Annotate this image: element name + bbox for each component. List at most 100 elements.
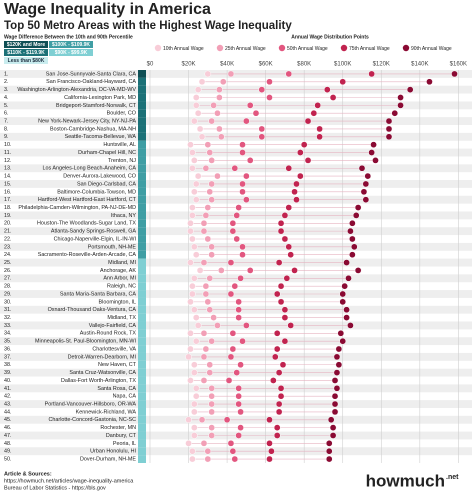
wage-dot bbox=[192, 102, 200, 109]
row-label: Huntsville, AL bbox=[103, 142, 136, 148]
wage-dot bbox=[208, 180, 216, 188]
wage-dot bbox=[368, 70, 375, 78]
wage-dot bbox=[227, 70, 235, 78]
wage-dot bbox=[273, 432, 281, 439]
wage-dot bbox=[190, 424, 198, 431]
wage-dot bbox=[349, 251, 356, 259]
wage-dot bbox=[385, 125, 393, 133]
wage-dot bbox=[204, 455, 212, 463]
wage-dot bbox=[358, 164, 366, 172]
wage-dot bbox=[190, 243, 198, 251]
x-tick-label: $60K bbox=[259, 62, 273, 68]
group-bar bbox=[138, 187, 146, 196]
wage-dot bbox=[208, 243, 216, 251]
wage-dot bbox=[243, 172, 250, 180]
row-label: Washington-Arlington-Alexandria, DC-VA-M… bbox=[17, 87, 136, 93]
wage-dot bbox=[233, 212, 241, 219]
rank: 19. bbox=[4, 213, 12, 219]
wage-dot bbox=[208, 432, 216, 439]
wage-dot bbox=[239, 149, 246, 156]
group-bar bbox=[138, 164, 146, 173]
wage-dot bbox=[339, 298, 347, 306]
row-label: Charlotte-Concord-Gastonia, NC-SC bbox=[49, 417, 137, 423]
wage-dot bbox=[204, 447, 212, 455]
rank: 8. bbox=[4, 126, 9, 132]
wage-dot bbox=[187, 219, 194, 227]
wage-dot bbox=[202, 164, 210, 172]
rank: 3. bbox=[4, 87, 9, 93]
row-label: Vallejo-Fairfield, CA bbox=[89, 323, 137, 329]
wage-dot bbox=[192, 337, 200, 345]
wage-dot bbox=[281, 212, 289, 219]
legend-dot bbox=[154, 44, 162, 52]
wage-dot bbox=[285, 243, 293, 251]
row-label: Dallas-Fort Worth-Arlington, TX bbox=[61, 378, 136, 384]
rank: 26. bbox=[4, 268, 12, 274]
wage-dot bbox=[204, 70, 212, 78]
wage-dot bbox=[202, 290, 210, 298]
x-tick-label: $140K bbox=[411, 62, 428, 68]
group-legend-title: Wage Difference Between the 10th and 90t… bbox=[4, 34, 133, 40]
group-bar bbox=[138, 203, 146, 212]
group-bar bbox=[138, 250, 146, 259]
wage-dot bbox=[190, 117, 198, 125]
legend-dot bbox=[402, 44, 410, 52]
wage-dot bbox=[279, 361, 287, 369]
wage-dot bbox=[208, 251, 216, 259]
rank: 42. bbox=[4, 394, 12, 400]
row-label: Trenton, NJ bbox=[108, 158, 136, 164]
group-bar bbox=[138, 148, 146, 157]
x-tick-label: $160K bbox=[450, 62, 467, 68]
wage-dot bbox=[368, 149, 375, 156]
wage-dot bbox=[281, 235, 289, 243]
wage-dot bbox=[204, 204, 212, 211]
wage-dot bbox=[349, 235, 356, 243]
wage-dot bbox=[208, 424, 216, 431]
wage-dot bbox=[268, 447, 275, 455]
chart-title: Wage Inequality in America bbox=[4, 1, 211, 18]
group-bar bbox=[138, 235, 146, 243]
group-bar bbox=[138, 352, 146, 361]
wage-dot bbox=[310, 109, 318, 117]
wage-dot bbox=[190, 157, 198, 164]
wage-dot bbox=[331, 408, 339, 416]
wage-dot bbox=[345, 274, 352, 282]
wage-dot bbox=[352, 212, 360, 219]
rank: 23. bbox=[4, 244, 12, 250]
rank: 30. bbox=[4, 299, 12, 305]
wage-dot bbox=[202, 282, 210, 290]
group-bar bbox=[138, 376, 146, 385]
group-bar bbox=[138, 77, 146, 86]
wage-dot bbox=[202, 345, 210, 353]
rank: 29. bbox=[4, 291, 12, 297]
rank: 10. bbox=[4, 142, 12, 148]
group-bar bbox=[138, 258, 146, 267]
wage-dot bbox=[194, 172, 202, 180]
rank: 50. bbox=[4, 456, 12, 462]
wage-dot bbox=[362, 196, 370, 204]
wage-dot bbox=[227, 259, 235, 266]
group-bar bbox=[138, 360, 146, 369]
legend-label: 25th Annual Wage bbox=[225, 46, 266, 52]
wage-dot bbox=[214, 172, 221, 180]
wage-dot bbox=[189, 204, 196, 211]
wage-dot bbox=[296, 172, 304, 180]
rank: 38. bbox=[4, 362, 12, 368]
wage-dot bbox=[239, 180, 246, 188]
rank: 2. bbox=[4, 79, 9, 85]
wage-dot bbox=[187, 259, 194, 266]
wage-dot bbox=[229, 329, 237, 337]
x-tick-label: $0 bbox=[147, 62, 154, 68]
wage-dot bbox=[329, 424, 337, 431]
group-bar bbox=[138, 140, 146, 149]
rank: 36. bbox=[4, 346, 12, 352]
wage-dot bbox=[192, 180, 200, 188]
wage-dot bbox=[190, 274, 198, 282]
wage-dot bbox=[258, 125, 266, 133]
wage-dot bbox=[287, 251, 295, 259]
legend-label: Less than $80K bbox=[8, 58, 45, 64]
row-label: Santa Maria-Santa Barbara, CA bbox=[60, 291, 137, 297]
wage-dot bbox=[198, 133, 206, 141]
wage-dot bbox=[239, 141, 246, 149]
